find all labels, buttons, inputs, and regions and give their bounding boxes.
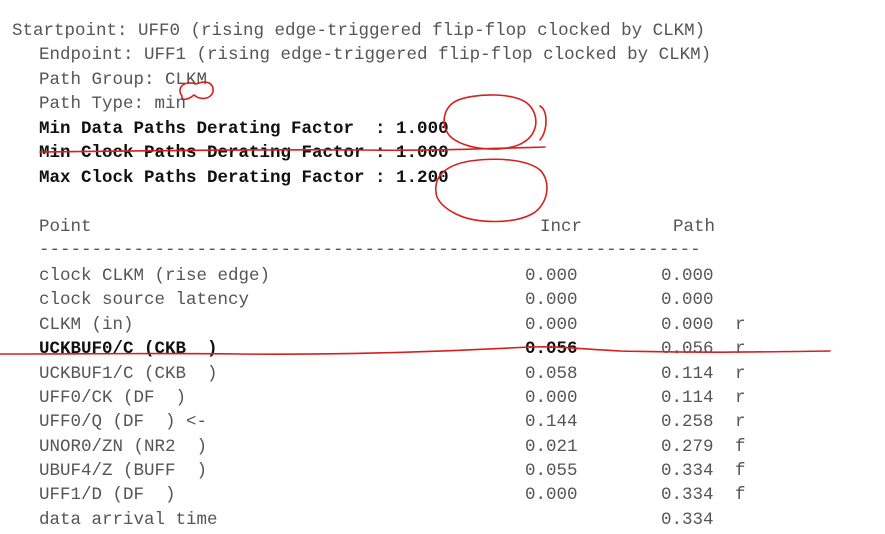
row-path: 0.000 [661, 290, 714, 310]
data-arrival-value: 0.334 [661, 510, 714, 530]
row-incr: 0.000 [525, 290, 578, 310]
row-flag: r [735, 412, 746, 432]
row-incr: 0.021 [525, 437, 578, 457]
column-header-incr: Incr [540, 217, 583, 237]
row-point: UFF1/D (DF ) [39, 485, 176, 505]
row-point: CLKM (in) [39, 315, 134, 335]
row-flag: f [735, 461, 746, 481]
row-point: UFF0/Q (DF ) <- [39, 412, 208, 432]
path-group-line: Path Group: CLKM [39, 70, 208, 90]
row-point: UCKBUF0/C (CKB ) [39, 339, 218, 359]
row-point: UBUF4/Z (BUFF ) [39, 461, 208, 481]
row-incr: 0.144 [525, 412, 578, 432]
row-point: UFF0/CK (DF ) [39, 388, 187, 408]
row-incr: 0.056 [525, 339, 578, 359]
startpoint-line: Startpoint: UFF0 (rising edge-triggered … [12, 21, 706, 41]
row-flag: r [735, 364, 746, 384]
column-header-point: Point [39, 217, 92, 237]
row-flag: r [735, 388, 746, 408]
row-incr: 0.055 [525, 461, 578, 481]
column-header-path: Path [673, 217, 716, 237]
row-flag: r [735, 339, 746, 359]
row-path: 0.000 [661, 266, 714, 286]
row-flag: f [735, 485, 746, 505]
row-path: 0.334 [661, 485, 714, 505]
derate-min-clock-line: Min Clock Paths Derating Factor : 1.000 [39, 143, 449, 163]
row-point: UCKBUF1/C (CKB ) [39, 364, 218, 384]
row-path: 0.258 [661, 412, 714, 432]
endpoint-line: Endpoint: UFF1 (rising edge-triggered fl… [39, 45, 712, 65]
path-type-line: Path Type: min [39, 94, 187, 114]
row-point: clock CLKM (rise edge) [39, 266, 271, 286]
row-flag: f [735, 437, 746, 457]
row-path: 0.334 [661, 461, 714, 481]
annotation-bracket [539, 105, 547, 141]
row-point: clock source latency [39, 290, 250, 310]
row-flag: r [735, 315, 746, 335]
row-path: 0.000 [661, 315, 714, 335]
annotation-circle-max-clock [435, 158, 548, 223]
row-incr: 0.000 [525, 315, 578, 335]
row-incr: 0.000 [525, 388, 578, 408]
data-arrival-label: data arrival time [39, 510, 218, 530]
row-incr: 0.000 [525, 266, 578, 286]
row-point: UNOR0/ZN (NR2 ) [39, 437, 208, 457]
row-path: 0.056 [661, 339, 714, 359]
row-path: 0.114 [661, 364, 714, 384]
row-incr: 0.058 [525, 364, 578, 384]
table-separator: ----------------------------------------… [39, 240, 701, 260]
row-path: 0.279 [661, 437, 714, 457]
annotation-circle-min-data [443, 94, 537, 150]
derate-max-clock-line: Max Clock Paths Derating Factor : 1.200 [39, 168, 449, 188]
row-path: 0.114 [661, 388, 714, 408]
derate-min-data-line: Min Data Paths Derating Factor : 1.000 [39, 119, 449, 139]
row-incr: 0.000 [525, 485, 578, 505]
